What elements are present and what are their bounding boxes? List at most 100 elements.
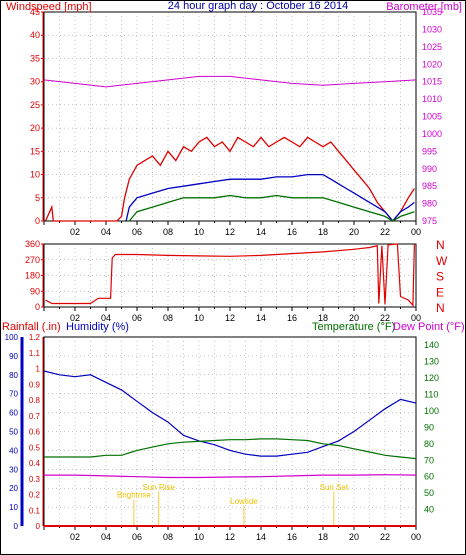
- compass-label: S: [436, 270, 444, 284]
- climate-x-tick-label: 04: [101, 532, 111, 542]
- humidity-y-tick-label: 90: [9, 352, 18, 361]
- wind-x-tick-label: 20: [349, 227, 359, 237]
- baro-y-tick-label: 975: [422, 216, 437, 226]
- baro-axis-title: Barometer [mb]: [386, 1, 462, 13]
- baro-y-tick-label: 985: [422, 181, 437, 191]
- humidity-y-tick-label: 30: [9, 465, 18, 474]
- climate-x-tick-label: 06: [132, 532, 142, 542]
- dir-y-tick-label: 90: [30, 286, 40, 296]
- wind-y-tick-label: 10: [30, 170, 40, 180]
- wind-y-tick-label: 5: [35, 193, 40, 203]
- wind-y-tick-label: 40: [30, 30, 40, 40]
- dir-x-tick-label: 04: [101, 313, 111, 323]
- dir-x-tick-label: 16: [287, 313, 297, 323]
- dir-x-tick-label: 20: [349, 313, 359, 323]
- baro-y-tick-label: 1025: [422, 42, 442, 52]
- humidity-axis-title: Humidity (%): [66, 321, 129, 333]
- humidity-y-tick-label: 70: [9, 390, 18, 399]
- humidity-y-tick-label: 60: [9, 409, 18, 418]
- humidity-y-tick-label: 80: [9, 371, 18, 380]
- baro-y-tick-label: 995: [422, 146, 437, 156]
- climate-x-tick-label: 16: [287, 532, 297, 542]
- rain-y-tick-label: 0.1: [29, 506, 41, 515]
- baro-y-tick-label: 1005: [422, 112, 442, 122]
- rain-y-tick-label: 0.5: [29, 443, 41, 452]
- climate-x-tick-label: 20: [349, 532, 359, 542]
- rain-y-tick-label: 0: [36, 522, 41, 531]
- climate-x-tick-label: 00: [411, 532, 421, 542]
- wind-series-line-0: [44, 136, 415, 223]
- temp-y-tick-label: 120: [424, 373, 439, 383]
- baro-y-tick-label: 1015: [422, 77, 442, 87]
- dir-y-tick-label: 0: [35, 302, 40, 312]
- wind-y-tick-label: 45: [30, 7, 40, 17]
- rain-y-tick-label: 0.3: [29, 475, 41, 484]
- annotation-label: Sun Set: [320, 483, 349, 492]
- wind-x-tick-label: 02: [70, 227, 80, 237]
- humidity-y-tick-label: 20: [9, 484, 18, 493]
- temp-y-tick-label: 60: [424, 472, 434, 482]
- chart-title: 24 hour graph day : October 16 2014: [168, 0, 348, 12]
- baro-y-tick-label: 1010: [422, 94, 442, 104]
- humidity-y-tick-label: 50: [9, 428, 18, 437]
- dewpoint-line: [44, 474, 417, 479]
- wind-x-tick-label: 16: [287, 227, 297, 237]
- dir-y-tick-label: 360: [25, 239, 40, 249]
- wind-y-tick-label: 20: [30, 123, 40, 133]
- compass-label: W: [436, 254, 448, 268]
- wind-x-tick-label: 18: [318, 227, 328, 237]
- wind-x-tick-label: 06: [132, 227, 142, 237]
- dir-x-tick-label: 12: [225, 313, 235, 323]
- dir-x-tick-label: 08: [163, 313, 173, 323]
- wind-y-tick-label: 35: [30, 53, 40, 63]
- rain-y-tick-label: 0.6: [29, 428, 41, 437]
- wind-axis-title: Windspeed [mph]: [6, 1, 92, 13]
- wind-y-tick-label: 15: [30, 146, 40, 156]
- compass-label: E: [436, 285, 444, 299]
- dir-series-line-0: [45, 243, 415, 307]
- climate-x-tick-label: 08: [163, 532, 173, 542]
- annotation-label: Sun Rise: [142, 483, 175, 492]
- wind-x-tick-label: 00: [411, 227, 421, 237]
- wind-y-tick-label: 25: [30, 100, 40, 110]
- baro-y-tick-label: 1020: [422, 59, 442, 69]
- baro-y-tick-label: 980: [422, 199, 437, 209]
- dir-y-tick-label: 270: [25, 255, 40, 265]
- wind-x-tick-label: 04: [101, 227, 111, 237]
- compass-label: N: [436, 238, 445, 252]
- dewpoint-axis-title: Dew Point (°F): [393, 321, 465, 333]
- wind-series-line-2: [128, 194, 415, 222]
- climate-x-tick-label: 14: [256, 532, 266, 542]
- wind-x-tick-label: 14: [256, 227, 266, 237]
- wind-y-tick-label: 30: [30, 77, 40, 87]
- climate-x-tick-label: 10: [194, 532, 204, 542]
- climate-x-tick-label: 22: [380, 532, 390, 542]
- rain-y-tick-label: 1: [36, 365, 41, 374]
- wind-y-tick-label: 0: [35, 216, 40, 226]
- wind-series-line-3: [43, 75, 417, 88]
- rain-y-tick-label: 0.2: [29, 491, 41, 500]
- climate-x-tick-label: 18: [318, 532, 328, 542]
- rain-y-tick-label: 0.4: [29, 459, 41, 468]
- rain-y-tick-label: 1.2: [29, 333, 41, 342]
- baro-y-tick-label: 990: [422, 164, 437, 174]
- dir-x-tick-label: 02: [70, 313, 80, 323]
- humidity-y-tick-label: 10: [9, 503, 18, 512]
- rain-y-tick-label: 1.1: [29, 349, 41, 358]
- wind-x-tick-label: 08: [163, 227, 173, 237]
- annotation-label: Lowtide: [230, 497, 258, 506]
- wind-series-line-1: [125, 173, 415, 223]
- baro-y-tick-label: 1030: [422, 24, 442, 34]
- humidity-y-tick-label: 100: [5, 333, 19, 342]
- humidity-y-tick-label: 40: [9, 446, 18, 455]
- temp-y-tick-label: 110: [424, 390, 438, 400]
- wind-x-tick-label: 10: [194, 227, 204, 237]
- dir-x-tick-label: 18: [318, 313, 328, 323]
- climate-x-tick-label: 02: [70, 532, 80, 542]
- rain-y-tick-label: 0.8: [29, 396, 41, 405]
- wind-x-tick-label: 12: [225, 227, 235, 237]
- temperature-axis-title: Temperature (°F): [312, 321, 395, 333]
